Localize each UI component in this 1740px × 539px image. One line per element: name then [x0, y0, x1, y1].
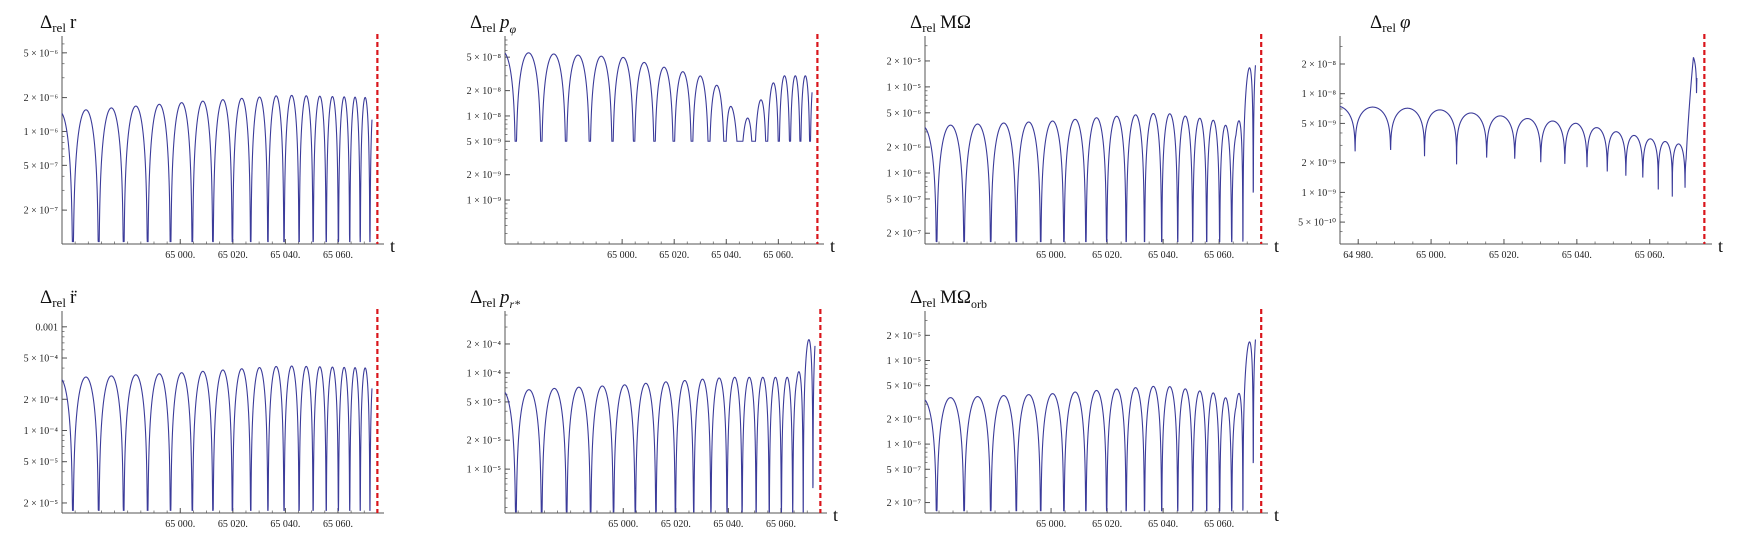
chart-panel-2: Δrel pφ 5 × 10⁻⁸ 2 × 10⁻⁸ 1 × 10⁻⁸ 5 × 10⁻⁹ 2 … — [467, 12, 835, 261]
x-axis-label: t — [830, 236, 835, 256]
panel-title: Δrel r — [40, 12, 77, 35]
x-tick-label: 65 020. — [1092, 250, 1122, 261]
y-tick-label: 2 × 10⁻⁹ — [1302, 158, 1337, 169]
chart-panel-3: Δrel MΩ 2 × 10⁻⁵ 1 × 10⁻⁵ 5 × 10⁻⁶ 2 × 10⁻⁶ 1 … — [887, 12, 1279, 261]
x-tick-label: 65 000. — [1416, 250, 1446, 261]
x-tick-label: 65 020. — [218, 250, 248, 261]
panel-title: Δrel MΩ — [910, 12, 971, 35]
x-tick-label: 65 000. — [1036, 250, 1066, 261]
x-tick-label: 65 000. — [608, 519, 638, 530]
series-line — [504, 339, 816, 513]
y-tick-label: 1 × 10⁻⁶ — [887, 169, 922, 180]
x-tick-label: 65 040. — [1562, 250, 1592, 261]
x-axis-label: t — [1274, 236, 1279, 256]
y-tick-label: 0.001 — [36, 322, 59, 333]
series-line — [1339, 57, 1698, 197]
y-tick-label: 2 × 10⁻⁶ — [887, 143, 922, 154]
chart-panel-6: Δrel pr* 2 × 10⁻⁴ 1 × 10⁻⁴ 5 × 10⁻⁵ 2 × 10⁻⁵ 1… — [467, 287, 838, 530]
y-tick-label: 1 × 10⁻⁹ — [467, 196, 502, 207]
y-tick-label: 5 × 10⁻⁵ — [24, 457, 58, 468]
x-tick-label: 65 040. — [1148, 250, 1178, 261]
y-tick-label: 5 × 10⁻⁷ — [24, 161, 59, 172]
y-tick-label: 2 × 10⁻⁵ — [24, 498, 58, 509]
x-tick-label: 65 000. — [1036, 519, 1066, 530]
y-tick-label: 2 × 10⁻⁷ — [887, 498, 922, 509]
x-tick-label: 64 980. — [1343, 250, 1373, 261]
y-tick-label: 2 × 10⁻⁵ — [887, 331, 921, 342]
x-axis-label: t — [833, 505, 838, 525]
y-tick-label: 1 × 10⁻⁴ — [24, 426, 59, 437]
x-tick-label: 65 060. — [1635, 250, 1665, 261]
y-tick-label: 5 × 10⁻⁹ — [1302, 119, 1337, 130]
x-axis-label: t — [390, 236, 395, 256]
y-tick-label: 5 × 10⁻⁸ — [467, 53, 502, 64]
x-tick-label: 65 040. — [270, 519, 300, 530]
panel-title: Δrel pr* — [470, 287, 520, 311]
y-tick-label: 5 × 10⁻⁶ — [24, 48, 59, 59]
y-tick-label: 1 × 10⁻⁶ — [24, 127, 59, 138]
x-tick-label: 65 020. — [1489, 250, 1519, 261]
x-tick-label: 65 060. — [1204, 250, 1234, 261]
y-tick-label: 5 × 10⁻⁵ — [467, 397, 501, 408]
y-tick-label: 2 × 10⁻⁷ — [24, 206, 59, 217]
y-tick-label: 2 × 10⁻⁶ — [24, 93, 59, 104]
chart-panel-1: Δrel r 5 × 10⁻⁶ 2 × 10⁻⁶ 1 × 10⁻⁶ 5 × 10⁻⁷ 2 ×… — [24, 12, 395, 261]
y-tick-label: 2 × 10⁻⁷ — [887, 229, 922, 240]
y-tick-label: 5 × 10⁻⁷ — [887, 465, 922, 476]
x-tick-label: 65 020. — [659, 250, 689, 261]
series-line — [924, 65, 1256, 243]
y-tick-label: 5 × 10⁻⁶ — [887, 381, 922, 392]
y-tick-label: 5 × 10⁻⁹ — [467, 137, 502, 148]
x-axis-label: t — [1274, 505, 1279, 525]
x-tick-label: 65 020. — [1092, 519, 1122, 530]
chart-panel-7: Δrel MΩorb 2 × 10⁻⁵ 1 × 10⁻⁵ 5 × 10⁻⁶ 2 × 10⁻… — [887, 287, 1279, 530]
y-tick-label: 2 × 10⁻⁵ — [887, 56, 921, 67]
panel-title: Δrel pφ — [470, 12, 516, 36]
y-tick-label: 2 × 10⁻⁹ — [467, 170, 502, 181]
x-tick-label: 65 000. — [165, 519, 195, 530]
y-tick-label: 5 × 10⁻⁶ — [887, 108, 922, 119]
x-tick-label: 65 060. — [323, 250, 353, 261]
series-line — [924, 339, 1256, 512]
series-line — [61, 365, 373, 511]
y-tick-label: 1 × 10⁻⁹ — [1302, 188, 1337, 199]
x-tick-label: 65 000. — [165, 250, 195, 261]
y-tick-label: 1 × 10⁻⁴ — [467, 368, 502, 379]
y-tick-label: 1 × 10⁻⁵ — [467, 465, 501, 476]
x-tick-label: 65 040. — [270, 250, 300, 261]
y-tick-label: 1 × 10⁻⁸ — [467, 111, 502, 122]
y-tick-label: 2 × 10⁻⁵ — [467, 436, 501, 447]
y-tick-label: 2 × 10⁻⁸ — [1302, 59, 1337, 70]
x-tick-label: 65 040. — [1148, 519, 1178, 530]
series-line — [61, 94, 373, 243]
y-tick-label: 5 × 10⁻⁷ — [887, 194, 922, 205]
y-tick-label: 2 × 10⁻⁴ — [24, 395, 59, 406]
series-line — [504, 52, 813, 142]
x-tick-label: 65 060. — [763, 250, 793, 261]
y-tick-label: 5 × 10⁻¹⁰ — [1298, 218, 1336, 229]
panel-title: Δrel φ — [1370, 12, 1410, 35]
y-tick-label: 2 × 10⁻⁸ — [467, 86, 502, 97]
y-tick-label: 1 × 10⁻⁵ — [887, 356, 921, 367]
y-tick-label: 2 × 10⁻⁶ — [887, 414, 922, 425]
y-tick-label: 1 × 10⁻⁸ — [1302, 89, 1337, 100]
x-tick-label: 65 040. — [713, 519, 743, 530]
x-axis-label: t — [1718, 236, 1723, 256]
chart-panel-4: Δrel φ 2 × 10⁻⁸ 1 × 10⁻⁸ 5 × 10⁻⁹ 2 × 10⁻⁹ 1 ×… — [1298, 12, 1723, 261]
x-tick-label: 65 040. — [711, 250, 741, 261]
x-tick-label: 65 000. — [607, 250, 637, 261]
y-tick-label: 1 × 10⁻⁵ — [887, 82, 921, 93]
panel-title: Δrel MΩorb — [910, 287, 987, 311]
y-tick-label: 1 × 10⁻⁶ — [887, 440, 922, 451]
y-tick-label: 2 × 10⁻⁴ — [467, 339, 502, 350]
x-tick-label: 65 060. — [323, 519, 353, 530]
y-tick-label: 5 × 10⁻⁴ — [24, 354, 59, 365]
chart-panel-5: Δrel r̈ 0.001 5 × 10⁻⁴ 2 × 10⁻⁴ 1 × 10⁻⁴ 5 × 1… — [24, 287, 384, 530]
x-tick-label: 65 060. — [1204, 519, 1234, 530]
x-tick-label: 65 060. — [766, 519, 796, 530]
x-tick-label: 65 020. — [661, 519, 691, 530]
x-tick-label: 65 020. — [218, 519, 248, 530]
panel-title: Δrel r̈ — [40, 287, 77, 310]
